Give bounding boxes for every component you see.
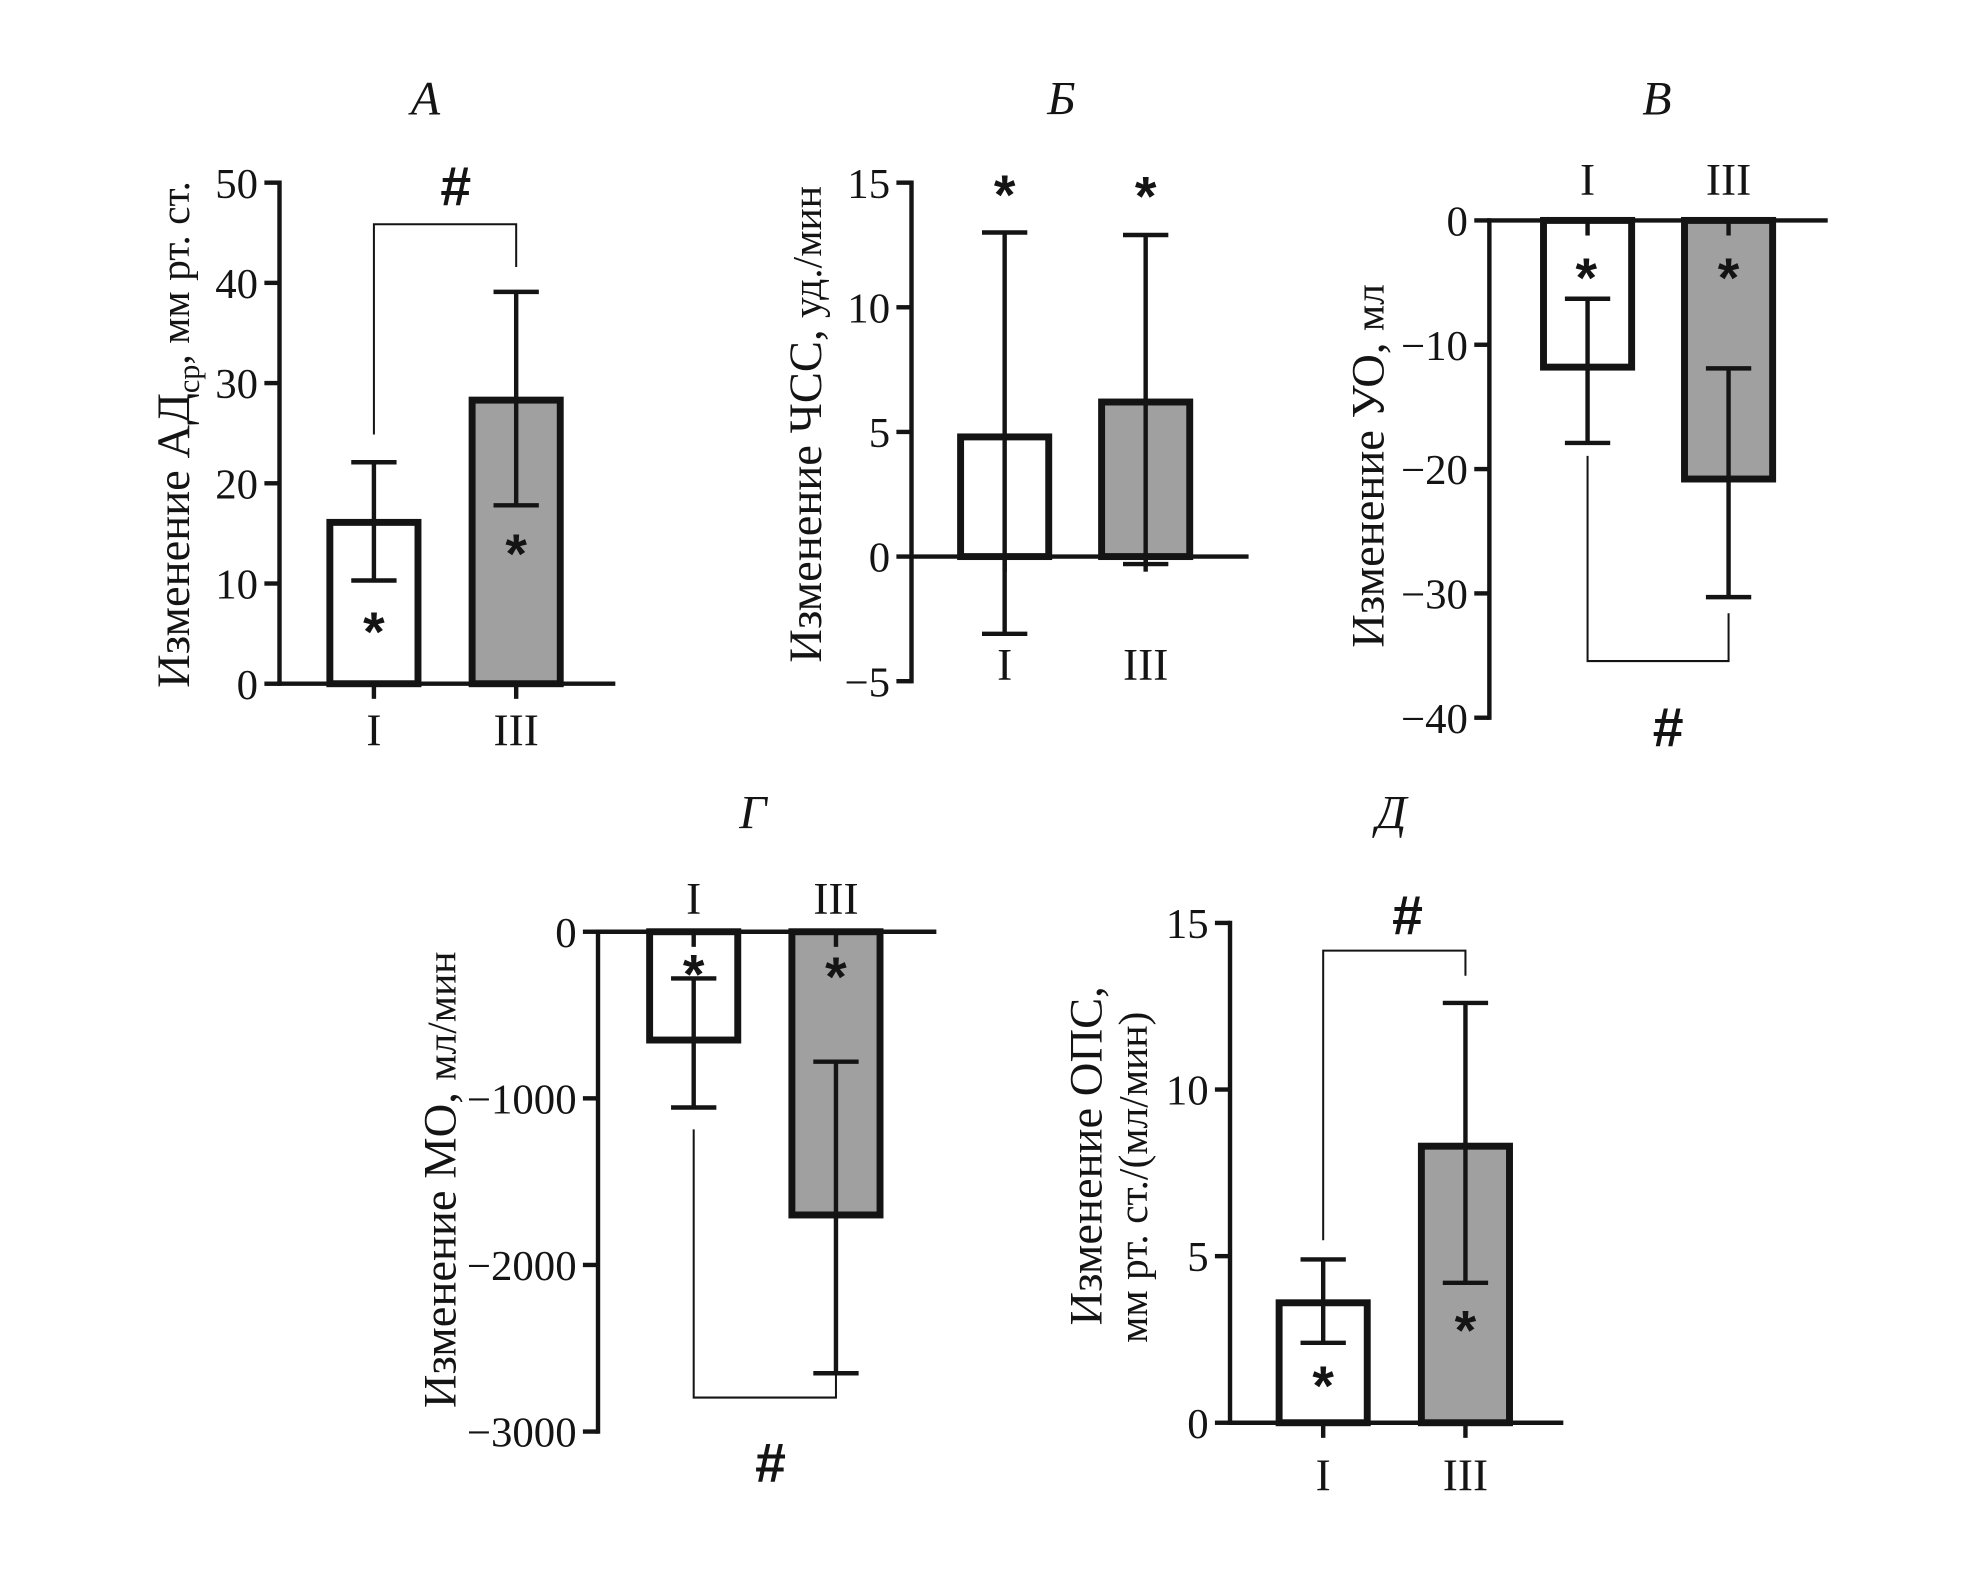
panel-g-y-tick-label: 0 — [555, 910, 576, 957]
panel-b-error-bar-1 — [982, 230, 1028, 637]
panel-g-y-tick-label: −1000 — [467, 1076, 577, 1123]
panel-b-category-label: III — [1123, 640, 1168, 690]
panel-a-y-tick-label: 50 — [215, 161, 258, 208]
panel-v-y-tick-label: −20 — [1401, 447, 1468, 494]
panel-v-comparison-bracket — [1586, 455, 1730, 663]
panel-a-comparison-marker: # — [440, 155, 471, 217]
panel-g-error-bar-1 — [671, 976, 717, 1110]
panel-g-category-label: I — [686, 874, 701, 924]
panel-g-y-axis-label: Изменение МО, мл/мин — [415, 951, 467, 1408]
panel-d-y-tick-label: 15 — [1166, 901, 1209, 948]
panel-a-y-tick-label: 0 — [237, 662, 258, 709]
y-axis-label-text: Изменение МО, — [415, 1092, 467, 1408]
panel-g-y-tick-label: −2000 — [467, 1243, 577, 1290]
panel-d-y-tick-label: 0 — [1187, 1401, 1208, 1448]
panel-a-y-tick-label: 10 — [215, 562, 258, 609]
panel-g-y-tick-label: −3000 — [467, 1410, 577, 1457]
y-axis-label-subscript: ср — [172, 365, 206, 394]
panel-b-y-tick-label: 10 — [847, 285, 890, 332]
panel-d-significance-marker: * — [1455, 1300, 1477, 1362]
panel-a-error-bar-2 — [493, 289, 539, 508]
panel-a-significance-marker: * — [505, 523, 527, 585]
y-axis-label-text: Изменение УО, — [1343, 342, 1395, 647]
y-axis-label-text: Изменение ЧСС, — [780, 329, 832, 662]
panel-b-title: Б — [1046, 73, 1075, 126]
panel-g-significance-marker: * — [825, 946, 847, 1008]
panel-d-y-tick-label: 5 — [1187, 1234, 1208, 1281]
panel-d-category-label: III — [1443, 1451, 1488, 1501]
panel-v-error-bar-1 — [1564, 296, 1611, 446]
panel-g-comparison-marker: # — [755, 1432, 786, 1494]
y-axis-label-text: Изменение АД — [148, 393, 200, 688]
y-axis-label-text: Изменение ОПС, — [1061, 986, 1113, 1325]
y-axis-label-unit: мл — [1347, 284, 1393, 331]
panel-d-error-bar-2 — [1442, 1000, 1489, 1286]
panel-v-error-bar-2 — [1705, 366, 1752, 600]
panel-g-significance-marker: * — [683, 943, 705, 1005]
y-axis-label-unit: уд./мин — [784, 186, 830, 318]
panel-g-comparison-bracket — [692, 1129, 837, 1399]
panel-g-category-label: III — [813, 874, 858, 924]
panel-d-title: Д — [1372, 787, 1409, 840]
panel-b-y-tick-label: −5 — [845, 659, 891, 706]
panel-v-category-label: III — [1706, 155, 1751, 205]
panel-a-y-tick-label: 20 — [215, 461, 258, 508]
panel-v-y-tick-label: −40 — [1401, 696, 1468, 743]
panel-b-y-tick-label: 15 — [847, 161, 890, 208]
panel-b-y-tick-label: 0 — [869, 535, 890, 582]
panel-b-significance-marker: * — [1135, 165, 1157, 227]
panel-b-category-label: I — [997, 640, 1012, 690]
panel-a-significance-marker: * — [363, 601, 385, 663]
panel-v-y-axis-label: Изменение УО, мл — [1343, 284, 1395, 648]
panel-g-title: Г — [738, 787, 768, 840]
y-axis-label-unit: , мм рт. ст. — [152, 181, 198, 365]
panel-d-y-axis-label: Изменение ОПС, — [1061, 986, 1113, 1325]
panel-d-error-bar-1 — [1300, 1257, 1346, 1345]
panel-b-y-tick-label: 5 — [869, 410, 890, 457]
panel-v-title: В — [1642, 73, 1671, 126]
panel-d: Д Изменение ОПС,мм рт. ст./(мл/мин) 0 5 10 15… — [1061, 787, 1564, 1501]
panel-d-category-label: I — [1316, 1451, 1331, 1501]
panel-a-error-bar-1 — [351, 460, 397, 583]
panel-v-comparison-marker: # — [1653, 697, 1684, 759]
panel-d-significance-marker: * — [1312, 1355, 1334, 1417]
panel-d-y-axis-label-line2: мм рт. ст./(мл/мин) — [1110, 1012, 1157, 1343]
panel-a-y-tick-label: 40 — [215, 261, 258, 308]
panel-v-y-tick-label: 0 — [1447, 199, 1468, 246]
panel-v-y-tick-label: −10 — [1401, 323, 1468, 370]
panel-b-y-axis-label: Изменение ЧСС, уд./мин — [780, 186, 832, 663]
panel-a-comparison-bracket — [372, 223, 518, 435]
panel-d-comparison-marker: # — [1392, 884, 1423, 946]
panel-d-y-tick-label: 10 — [1166, 1068, 1209, 1115]
panel-a-title: А — [408, 73, 441, 126]
panel-v-significance-marker: * — [1576, 247, 1598, 309]
panel-v-category-label: I — [1580, 155, 1595, 205]
panel-b-significance-marker: * — [994, 164, 1016, 226]
panel-a-category-label: I — [366, 705, 381, 755]
panel-d-comparison-bracket — [1322, 949, 1467, 1241]
panel-a-y-axis-label: Изменение АДср, мм рт. ст. — [148, 181, 206, 688]
panel-v-significance-marker: * — [1718, 247, 1740, 309]
y-axis-label-unit: мл/мин — [419, 951, 465, 1080]
panel-a-y-tick-label: 30 — [215, 361, 258, 408]
panel-a-category-label: III — [494, 705, 539, 755]
panel-v-y-tick-label: −30 — [1401, 572, 1468, 619]
